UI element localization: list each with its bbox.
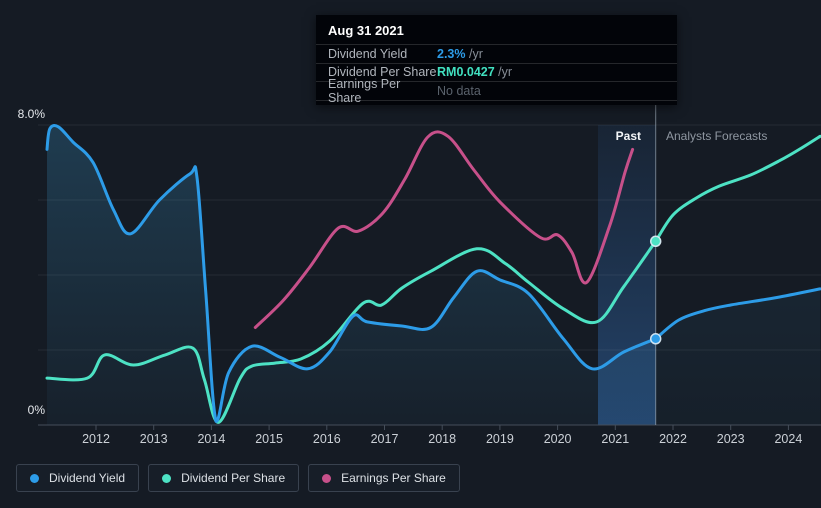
tooltip-row-earnings-per-share: Earnings Per Share No data [316,77,677,105]
x-tick-label: 2023 [717,432,745,446]
x-tick-label: 2012 [82,432,110,446]
x-tick-label: 2022 [659,432,687,446]
x-tick-label: 2015 [255,432,283,446]
legend-item-label: Dividend Yield [49,471,126,485]
tooltip-date: Aug 31 2021 [328,23,404,38]
legend: Dividend Yield Dividend Per Share Earnin… [16,464,460,492]
dividend-yield-color-dot [30,473,39,483]
legend-item-label: Dividend Per Share [181,471,286,485]
x-tick-label: 2016 [313,432,341,446]
dividend-yield-area-forecast [655,288,821,425]
dividend-per-share-marker [649,235,662,248]
earnings-per-share-color-dot [322,473,332,483]
tooltip-row-dividend-per-share: Dividend Per Share RM0.0427 /yr [316,62,677,82]
tooltip-label: Earnings Per Share [328,76,401,105]
x-tick-label: 2018 [428,432,456,446]
tooltip-row-dividend-yield: Dividend Yield 2.3% /yr [316,44,677,63]
x-tick-label: 2020 [544,432,572,446]
x-tick-label: 2021 [601,432,629,446]
dividend-per-share-line-past [45,239,658,424]
dividend-yield-marker [649,333,662,345]
legend-item-label: Earnings Per Share [341,471,446,485]
past-label: Past [615,129,641,143]
x-tick-label: 2014 [197,432,225,446]
legend-item-dividend-yield[interactable]: Dividend Yield [16,464,140,492]
dividend-yield-line-past [45,124,658,423]
tooltip-unit: /yr [465,46,483,61]
tooltip-unit: /yr [494,65,513,80]
tooltip-value: RM0.0427 /yr [437,65,513,80]
legend-item-earnings-per-share[interactable]: Earnings Per Share [308,464,460,492]
analysts-forecasts-label: Analysts Forecasts [666,129,768,143]
y-axis-label-top: 8.0% [17,107,45,121]
tooltip-label: Dividend Per Share [328,65,437,80]
tooltip-label: Dividend Yield [328,46,408,61]
chart-tooltip: Aug 31 2021 Dividend Yield 2.3% /yr Divi… [316,15,677,105]
x-tick-label: 2017 [371,432,399,446]
tooltip-value: No data [437,83,481,98]
x-tick-label: 2019 [486,432,514,446]
x-tick-label: 2013 [140,432,168,446]
dividend-yield-line-forecast [654,287,821,341]
x-tick-label: 2024 [774,432,802,446]
legend-item-dividend-per-share[interactable]: Dividend Per Share [148,464,300,492]
tooltip-value: 2.3% /yr [437,46,483,61]
earnings-per-share-line [253,130,635,329]
dividend-per-share-line-forecast [654,134,821,243]
dividend-per-share-color-dot [162,473,172,483]
y-axis-label-bottom: 0% [27,403,45,417]
